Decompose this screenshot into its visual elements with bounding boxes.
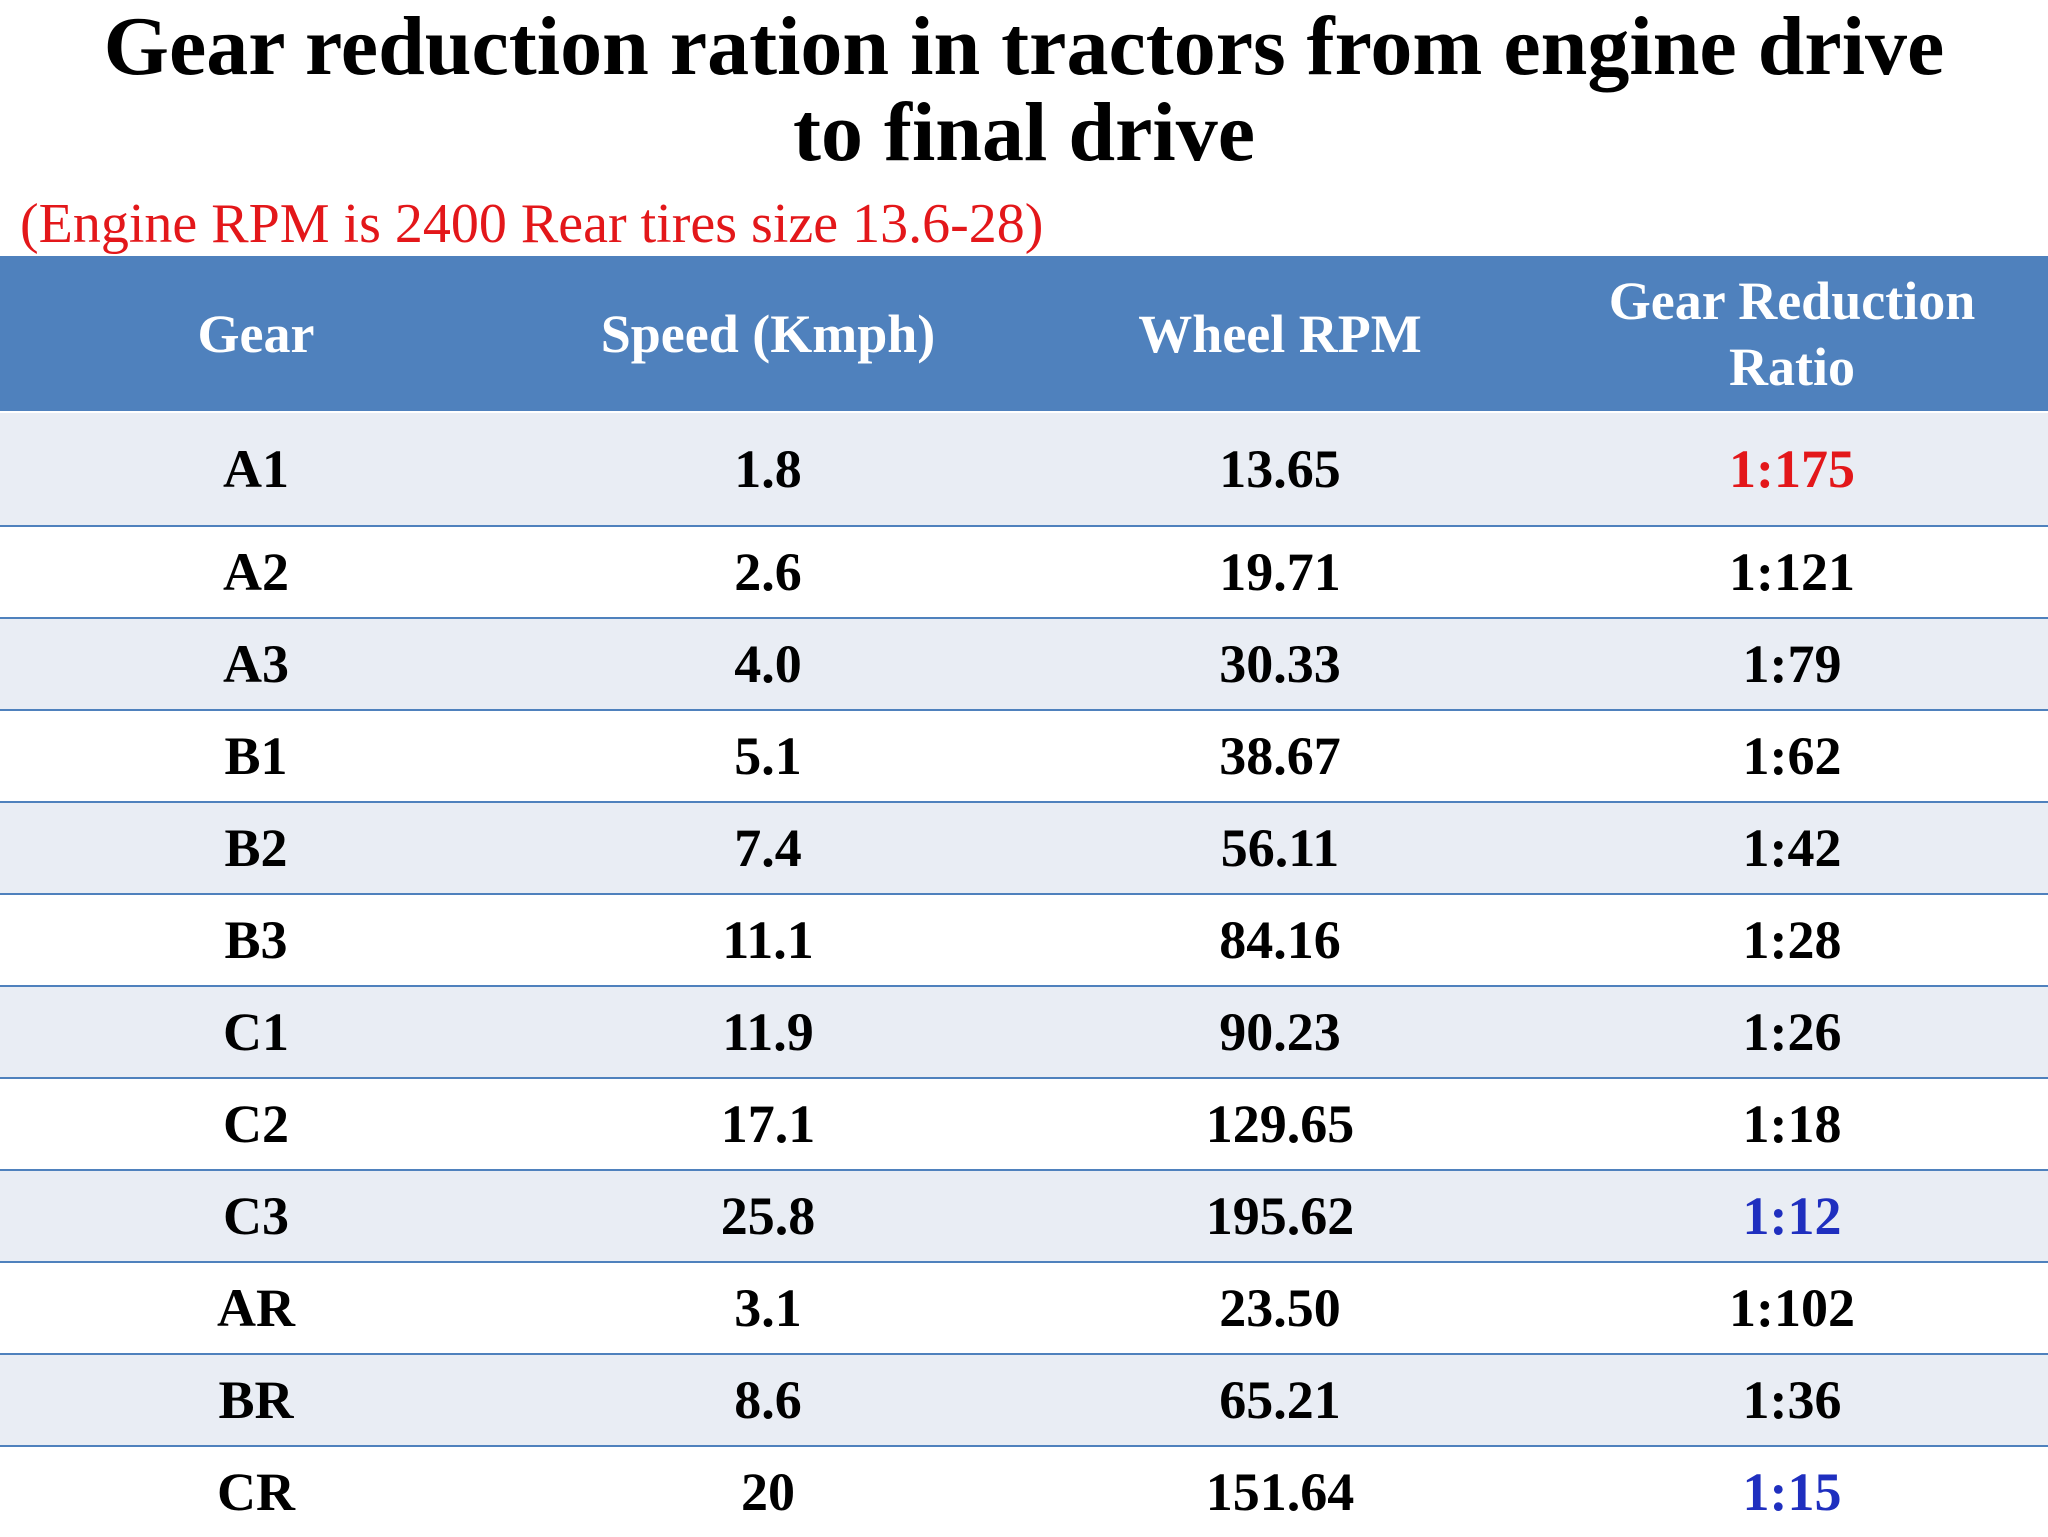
cell-gear: C2 <box>0 1077 512 1170</box>
cell-ratio: 1:102 <box>1536 1261 2048 1354</box>
cell-speed: 8.6 <box>512 1353 1024 1446</box>
cell-ratio: 1:12 <box>1536 1169 2048 1262</box>
cell-wheel-rpm: 129.65 <box>1024 1077 1536 1170</box>
cell-speed: 20 <box>512 1445 1024 1537</box>
table-row: C2 17.1 129.65 1:18 <box>0 1077 2048 1170</box>
cell-gear: A3 <box>0 617 512 710</box>
cell-wheel-rpm: 195.62 <box>1024 1169 1536 1262</box>
cell-wheel-rpm: 151.64 <box>1024 1445 1536 1537</box>
cell-ratio: 1:121 <box>1536 525 2048 618</box>
table-row: A1 1.8 13.65 1:175 <box>0 411 2048 526</box>
cell-ratio: 1:175 <box>1536 411 2048 526</box>
header-ratio: Gear Reduction Ratio <box>1536 256 2048 412</box>
cell-speed: 17.1 <box>512 1077 1024 1170</box>
cell-speed: 11.1 <box>512 893 1024 986</box>
cell-wheel-rpm: 30.33 <box>1024 617 1536 710</box>
table-row: C3 25.8 195.62 1:12 <box>0 1169 2048 1262</box>
table-row: C1 11.9 90.23 1:26 <box>0 985 2048 1078</box>
header-speed: Speed (Kmph) <box>512 256 1024 412</box>
cell-ratio: 1:26 <box>1536 985 2048 1078</box>
title-line-1: Gear reduction ration in tractors from e… <box>103 0 1945 93</box>
cell-wheel-rpm: 13.65 <box>1024 411 1536 526</box>
cell-gear: B3 <box>0 893 512 986</box>
cell-speed: 3.1 <box>512 1261 1024 1354</box>
cell-ratio: 1:79 <box>1536 617 2048 710</box>
table-row: AR 3.1 23.50 1:102 <box>0 1261 2048 1354</box>
cell-gear: A1 <box>0 411 512 526</box>
cell-speed: 5.1 <box>512 709 1024 802</box>
cell-speed: 25.8 <box>512 1169 1024 1262</box>
cell-wheel-rpm: 84.16 <box>1024 893 1536 986</box>
cell-gear: CR <box>0 1445 512 1537</box>
cell-gear: AR <box>0 1261 512 1354</box>
cell-wheel-rpm: 19.71 <box>1024 525 1536 618</box>
cell-speed: 2.6 <box>512 525 1024 618</box>
table-row: B3 11.1 84.16 1:28 <box>0 893 2048 986</box>
cell-wheel-rpm: 23.50 <box>1024 1261 1536 1354</box>
header-ratio-label: Gear Reduction Ratio <box>1608 270 1976 397</box>
table-row: A2 2.6 19.71 1:121 <box>0 525 2048 618</box>
cell-speed: 11.9 <box>512 985 1024 1078</box>
cell-gear: C3 <box>0 1169 512 1262</box>
table-row: CR 20 151.64 1:15 <box>0 1445 2048 1537</box>
header-gear: Gear <box>0 256 512 412</box>
subtitle: (Engine RPM is 2400 Rear tires size 13.6… <box>20 193 1044 255</box>
cell-gear: B1 <box>0 709 512 802</box>
header-wheel-rpm: Wheel RPM <box>1024 256 1536 412</box>
cell-gear: B2 <box>0 801 512 894</box>
cell-ratio: 1:36 <box>1536 1353 2048 1446</box>
gear-reduction-table: Gear Speed (Kmph) Wheel RPM Gear Reducti… <box>0 256 2048 1537</box>
cell-speed: 4.0 <box>512 617 1024 710</box>
page-title: Gear reduction ration in tractors from e… <box>0 4 2048 176</box>
table-row: BR 8.6 65.21 1:36 <box>0 1353 2048 1446</box>
cell-wheel-rpm: 65.21 <box>1024 1353 1536 1446</box>
cell-gear: C1 <box>0 985 512 1078</box>
cell-wheel-rpm: 90.23 <box>1024 985 1536 1078</box>
cell-speed: 7.4 <box>512 801 1024 894</box>
table-row: A3 4.0 30.33 1:79 <box>0 617 2048 710</box>
cell-ratio: 1:28 <box>1536 893 2048 986</box>
cell-speed: 1.8 <box>512 411 1024 526</box>
cell-ratio: 1:62 <box>1536 709 2048 802</box>
cell-wheel-rpm: 38.67 <box>1024 709 1536 802</box>
cell-ratio: 1:42 <box>1536 801 2048 894</box>
cell-wheel-rpm: 56.11 <box>1024 801 1536 894</box>
cell-gear: A2 <box>0 525 512 618</box>
cell-ratio: 1:15 <box>1536 1445 2048 1537</box>
table-row: B1 5.1 38.67 1:62 <box>0 709 2048 802</box>
table-row: B2 7.4 56.11 1:42 <box>0 801 2048 894</box>
cell-ratio: 1:18 <box>1536 1077 2048 1170</box>
table-header-row: Gear Speed (Kmph) Wheel RPM Gear Reducti… <box>0 256 2048 412</box>
cell-gear: BR <box>0 1353 512 1446</box>
title-line-2: to final drive <box>793 86 1255 179</box>
